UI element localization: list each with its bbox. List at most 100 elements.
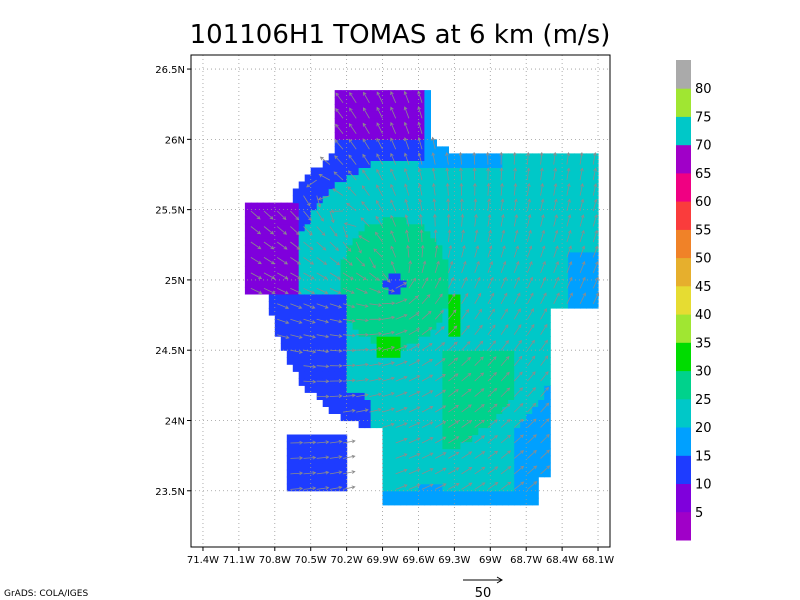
wind-speed-cell — [394, 132, 402, 140]
wind-speed-cell — [520, 434, 527, 443]
wind-speed-cell — [508, 167, 515, 176]
wind-vector — [417, 106, 423, 119]
wind-speed-cell — [514, 343, 521, 351]
chart-title: 101106H1 TOMAS at 6 km (m/s) — [190, 20, 611, 50]
wind-speed-cell — [508, 406, 515, 414]
wind-speed-cell — [532, 392, 539, 400]
wind-speed-cell — [340, 294, 348, 302]
wind-speed-cell — [340, 315, 348, 323]
wind-speed-cell — [352, 195, 360, 204]
wind-speed-cell — [430, 258, 437, 267]
wind-speed-cell — [466, 420, 473, 429]
wind-speed-cell — [466, 364, 473, 372]
wind-speed-cell — [394, 364, 402, 372]
wind-vector — [540, 308, 547, 320]
wind-speed-cell — [520, 195, 527, 204]
wind-speed-cell — [550, 244, 557, 253]
wind-speed-cell — [298, 272, 306, 281]
wind-speed-cell — [394, 441, 402, 450]
wind-speed-cell — [472, 399, 479, 407]
wind-speed-cell — [544, 160, 551, 168]
wind-speed-cell — [496, 427, 503, 436]
wind-speed-cell — [340, 174, 348, 183]
wind-speed-cell — [346, 216, 354, 225]
wind-speed-cell — [256, 251, 264, 260]
wind-speed-cell — [490, 272, 497, 281]
wind-vector — [334, 139, 344, 150]
wind-speed-cell — [334, 441, 342, 450]
wind-speed-cell — [502, 230, 509, 239]
wind-vector — [513, 465, 525, 475]
wind-speed-cell — [490, 476, 497, 485]
wind-speed-cell — [532, 364, 539, 372]
wind-speed-cell — [382, 279, 390, 288]
wind-vector — [592, 167, 597, 181]
wind-speed-cell — [424, 413, 431, 422]
wind-speed-cell — [496, 483, 503, 492]
wind-speed-cell — [550, 251, 557, 260]
wind-speed-cell — [490, 209, 497, 218]
wind-speed-cell — [382, 462, 390, 471]
wind-speed-cell — [376, 371, 384, 379]
wind-vector — [329, 257, 341, 266]
wind-speed-cell — [346, 406, 354, 414]
wind-speed-cell — [412, 258, 420, 267]
wind-speed-cell — [544, 174, 551, 183]
wind-speed-cell — [520, 364, 527, 372]
wind-speed-cell — [442, 315, 449, 323]
wind-speed-cell — [490, 329, 497, 337]
wind-vector — [474, 340, 484, 351]
wind-speed-cell — [358, 125, 366, 133]
wind-speed-cell — [526, 216, 533, 225]
wind-speed-cell — [352, 357, 360, 365]
wind-speed-cell — [574, 301, 581, 309]
wind-speed-cell — [316, 350, 324, 358]
wind-speed-cell — [352, 153, 360, 161]
wind-speed-cell — [304, 294, 312, 302]
wind-speed-cell — [358, 230, 366, 239]
wind-vector — [421, 452, 434, 459]
wind-speed-cell — [412, 118, 420, 126]
wind-speed-cell — [496, 420, 503, 429]
wind-speed-cell — [526, 244, 533, 253]
x-tick-label: 68.1W — [582, 555, 614, 566]
wind-speed-cell — [418, 188, 426, 197]
wind-speed-cell — [490, 413, 497, 422]
y-tick-label: 24.5N — [155, 346, 185, 357]
wind-speed-cell — [412, 111, 420, 119]
wind-speed-cell — [418, 455, 426, 464]
wind-speed-cell — [490, 279, 497, 288]
wind-speed-cell — [436, 371, 443, 379]
wind-speed-cell — [406, 378, 414, 386]
wind-speed-cell — [322, 265, 330, 274]
wind-speed-cell — [382, 265, 390, 274]
wind-speed-cell — [394, 153, 402, 161]
wind-speed-cell — [502, 209, 509, 218]
wind-speed-cell — [484, 406, 491, 414]
wind-vector — [421, 421, 434, 428]
wind-speed-cell — [478, 469, 485, 478]
wind-speed-cell — [466, 378, 473, 386]
wind-speed-cell — [508, 476, 515, 485]
wind-speed-cell — [364, 385, 372, 393]
wind-vector — [342, 287, 355, 294]
wind-vector — [342, 241, 352, 252]
wind-speed-cell — [550, 202, 557, 211]
wind-speed-cell — [448, 272, 455, 281]
wind-speed-cell — [508, 251, 515, 260]
wind-vector — [316, 364, 330, 369]
wind-speed-cell — [430, 188, 437, 197]
wind-speed-cell — [526, 294, 533, 302]
wind-speed-cell — [520, 160, 527, 168]
wind-vector — [316, 303, 329, 309]
wind-speed-cell — [304, 343, 312, 351]
wind-speed-cell — [388, 434, 396, 443]
wind-vector — [513, 403, 524, 413]
wind-vector — [290, 334, 303, 339]
wind-speed-cell — [418, 223, 426, 232]
wind-speed-cell — [526, 364, 533, 372]
wind-vector — [348, 138, 357, 150]
wind-speed-cell — [496, 286, 503, 295]
wind-speed-cell — [364, 97, 372, 105]
wind-speed-cell — [418, 258, 426, 267]
